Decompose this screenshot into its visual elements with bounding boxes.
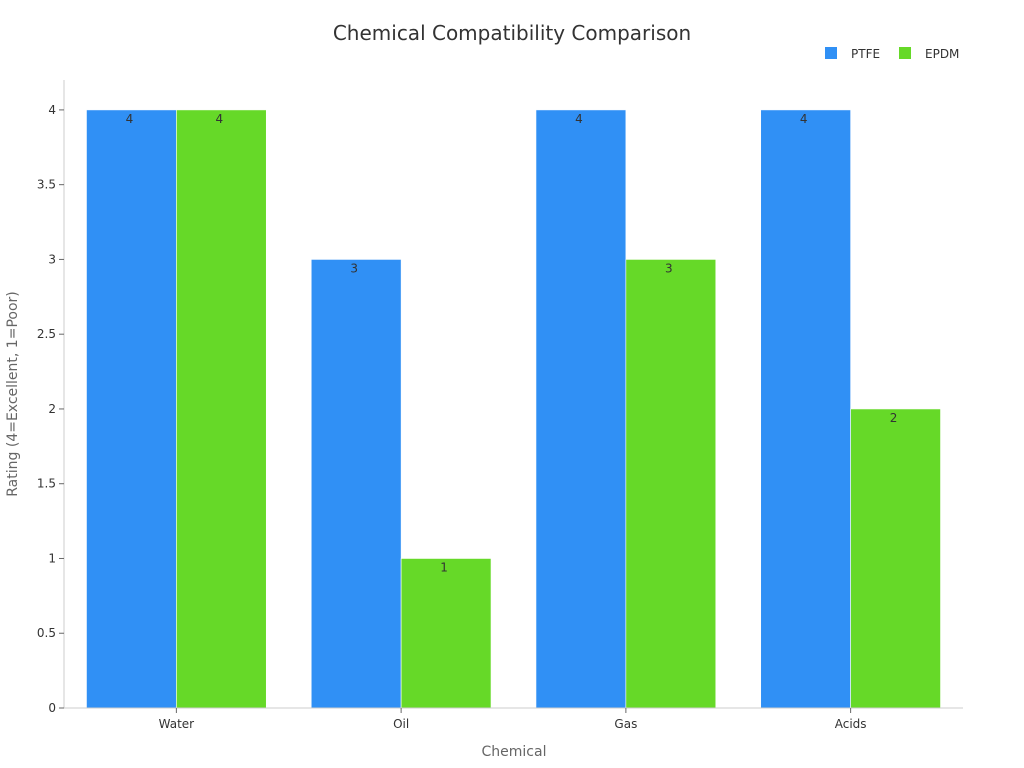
x-tick-label-acids: Acids: [835, 717, 867, 731]
bar-epdm-water: [176, 109, 267, 709]
y-tick-label: 2: [48, 402, 56, 416]
x-tick-label-water: Water: [159, 717, 195, 731]
bar-label-ptfe-oil: 3: [350, 261, 358, 275]
bar-epdm-gas: [625, 259, 717, 709]
bar-label-ptfe-water: 4: [126, 112, 134, 126]
y-ticks-group: 0 0.5 1 1.5 2 2.5 3 3.5 4: [37, 103, 64, 715]
bar-ptfe-oil: [310, 259, 402, 709]
x-tick-label-gas: Gas: [614, 717, 637, 731]
y-tick-label: 0: [48, 701, 56, 715]
chart-title: Chemical Compatibility Comparison: [333, 21, 691, 45]
x-ticks-group: Water Oil Gas Acids: [159, 708, 867, 731]
legend-label-epdm: EPDM: [925, 47, 959, 61]
bars-group: [86, 109, 941, 709]
bar-ptfe-acids: [760, 109, 851, 709]
x-axis-label: Chemical: [482, 744, 547, 760]
bar-label-epdm-acids: 2: [890, 411, 898, 425]
y-tick-label: 3: [48, 252, 56, 266]
bar-label-epdm-gas: 3: [665, 261, 673, 275]
y-tick-label: 0.5: [37, 626, 56, 640]
legend-label-ptfe: PTFE: [851, 47, 880, 61]
bar-labels-group: 4 4 3 1 4 3 4 2: [126, 112, 898, 575]
bar-label-ptfe-gas: 4: [575, 112, 583, 126]
x-tick-label-oil: Oil: [393, 717, 409, 731]
bar-epdm-acids: [850, 408, 941, 709]
bar-ptfe-water: [86, 109, 177, 709]
legend-swatch-ptfe: [825, 47, 837, 59]
bar-ptfe-gas: [535, 109, 627, 709]
y-tick-label: 1: [48, 551, 56, 565]
bar-label-ptfe-acids: 4: [800, 112, 808, 126]
legend-swatch-epdm: [899, 47, 911, 59]
bar-label-epdm-oil: 1: [440, 560, 448, 574]
y-tick-label: 2.5: [37, 327, 56, 341]
y-axis-label: Rating (4=Excellent, 1=Poor): [5, 291, 21, 496]
bar-label-epdm-water: 4: [216, 112, 224, 126]
y-tick-label: 1.5: [37, 477, 56, 491]
legend: PTFE EPDM: [825, 47, 959, 61]
y-tick-label: 4: [48, 103, 56, 117]
y-tick-label: 3.5: [37, 178, 56, 192]
bar-epdm-oil: [400, 558, 492, 709]
